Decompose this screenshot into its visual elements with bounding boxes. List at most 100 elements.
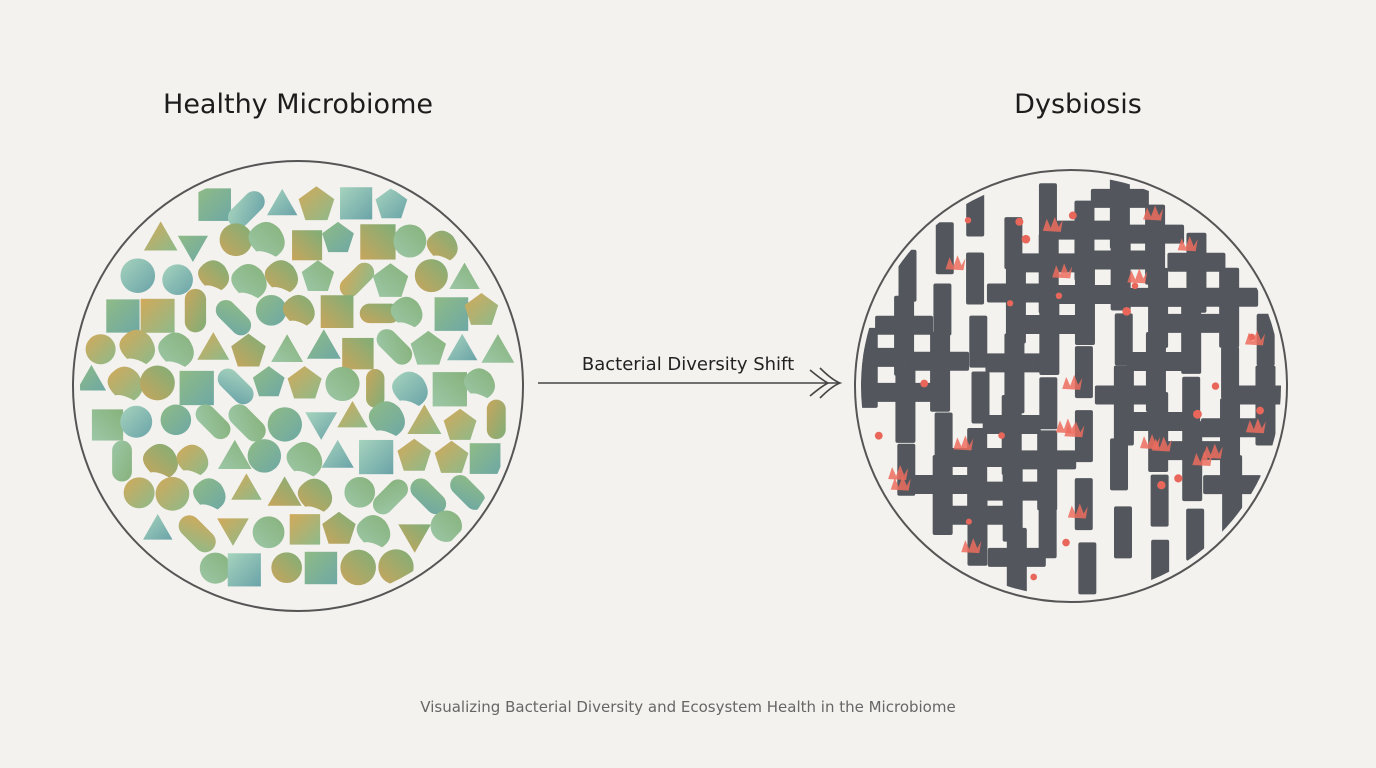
bacterium-pentagon [464, 293, 499, 325]
bacterium-cross [1162, 293, 1221, 374]
bacterium-pentagon [298, 186, 335, 221]
bacterium-cross [876, 362, 935, 443]
arrow-label: Bacterial Diversity Shift [582, 354, 794, 375]
bacterium-blob [143, 443, 179, 478]
bacterium-round [255, 294, 287, 326]
bacterium-rod [971, 371, 990, 424]
bacterium-blob [286, 441, 323, 477]
pathogen-spike [1140, 434, 1161, 450]
bacterium-cross [1163, 421, 1222, 502]
bacterium-rod [372, 479, 408, 515]
pathogen-dot [1174, 474, 1183, 483]
bacterium-triangle [177, 235, 208, 262]
cross-stem [1074, 265, 1095, 346]
pathogen-dot [874, 431, 883, 440]
cross-arm [1201, 418, 1260, 438]
bacterium-cross [1126, 204, 1185, 285]
left-title: Healthy Microbiome [163, 89, 433, 120]
bacterium-triangle [143, 221, 178, 251]
bacterium-round [162, 264, 193, 296]
bacterium-blob [193, 478, 226, 510]
bacterium-rod [215, 300, 252, 336]
cross-arm [1167, 252, 1226, 272]
bacterium-blob [119, 329, 156, 365]
pathogen-dot [1131, 282, 1139, 290]
healthy-circle [72, 160, 524, 612]
bacterium-rod [450, 475, 486, 510]
bacterium-triangle [306, 329, 341, 359]
bacterium-triangle [217, 518, 249, 546]
bacterium-rod [195, 404, 231, 440]
pathogen-dot [1062, 538, 1070, 547]
bacterium-blob [158, 332, 194, 367]
cross-arm [983, 481, 1042, 501]
bacterium-rod [376, 329, 413, 365]
cross-stem [1181, 293, 1202, 374]
bacterium-rod [217, 368, 254, 405]
cross-arm [1020, 314, 1079, 334]
bacterium-pentagon [322, 221, 354, 253]
bacterium-square [320, 295, 354, 328]
bacterium-rod [339, 262, 375, 298]
cross-stem [1113, 365, 1134, 446]
bacterium-rod [486, 399, 506, 440]
bacterium-pentagon [287, 366, 322, 399]
bacterium-triangle [447, 333, 478, 361]
bacterium-blob [264, 260, 299, 293]
pathogen-spike [1042, 216, 1063, 232]
bacterium-triangle [271, 334, 304, 362]
bacterium-cross [1055, 200, 1114, 281]
cross-arm [982, 415, 1041, 435]
cross-stem [1039, 294, 1060, 375]
pathogen-spike [953, 435, 974, 451]
bacterium-blob [426, 230, 458, 261]
caption: Visualizing Bacterial Diversity and Ecos… [420, 698, 955, 716]
bacterium-rod [1182, 376, 1201, 429]
bacterium-square [340, 187, 373, 220]
bacterium-triangle [80, 364, 107, 391]
bacterium-round [267, 407, 303, 442]
bacterium-blob [368, 401, 405, 437]
bacterium-blob [390, 296, 423, 328]
bacterium-rod [410, 478, 447, 515]
bacterium-triangle [231, 473, 262, 500]
cross-arm [987, 547, 1046, 567]
bacterium-triangle [197, 332, 230, 360]
bacterium-rod [178, 515, 216, 553]
bacterium-round [199, 552, 231, 584]
cross-arm [1055, 285, 1114, 305]
bacterium-square [469, 443, 501, 474]
bacterium-rod [1038, 506, 1057, 559]
pathogen-spike [1055, 418, 1076, 434]
bacterium-blob [248, 221, 285, 257]
cross-arm [1018, 450, 1077, 470]
pathogen-spike [945, 255, 966, 271]
bacterium-rod [966, 252, 985, 305]
bacterium-cross [1055, 265, 1114, 346]
bacterium-cross [1019, 233, 1078, 314]
pathogen-spike [1062, 374, 1083, 390]
pathogen-dot [920, 379, 929, 388]
cross-arm [948, 447, 1007, 467]
cross-arm [1162, 313, 1221, 333]
bacterium-cross [1094, 365, 1153, 446]
pathogen-dot [1157, 481, 1166, 490]
bacterium-triangle [143, 514, 173, 540]
bacterium-cross [875, 295, 934, 376]
healthy-bacteria [80, 186, 515, 587]
bacterium-cross [1020, 294, 1079, 375]
bacterium-rod [1110, 438, 1129, 491]
bacterium-triangle [398, 524, 431, 553]
bacterium-round [393, 224, 427, 258]
cross-arm [876, 382, 935, 402]
pathogen-spike [890, 475, 911, 491]
cross-arm [1090, 188, 1149, 208]
pathogen-dot [965, 518, 972, 525]
pathogen-spike [1245, 330, 1266, 346]
bacterium-round [155, 476, 190, 511]
bacterium-cross [1091, 230, 1150, 311]
bacterium-round [139, 365, 175, 401]
pathogen-dot [998, 432, 1005, 439]
